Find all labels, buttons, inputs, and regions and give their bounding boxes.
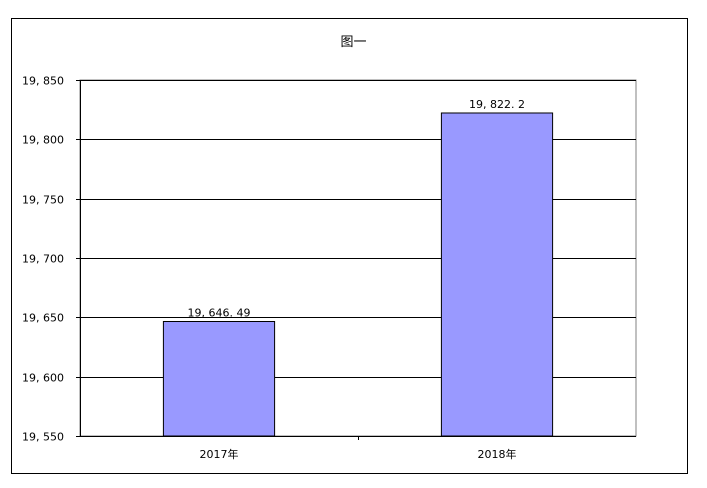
bar-2017年 bbox=[162, 320, 276, 437]
y-tick-label: 19, 750 bbox=[22, 194, 64, 207]
y-tick-label: 19, 800 bbox=[22, 134, 64, 147]
y-tick-label: 19, 600 bbox=[22, 372, 64, 385]
bar-2018年 bbox=[440, 112, 554, 437]
y-tick-label: 19, 650 bbox=[22, 312, 64, 325]
data-label: 19, 646. 49 bbox=[188, 306, 251, 319]
x-tick-label: 2018年 bbox=[478, 447, 517, 461]
chart-title: 图一 bbox=[340, 35, 367, 50]
y-tick-label: 19, 550 bbox=[22, 431, 64, 444]
y-tick-label: 19, 850 bbox=[22, 75, 64, 88]
data-label: 19, 822. 2 bbox=[469, 98, 525, 111]
y-tick-label: 19, 700 bbox=[22, 253, 64, 266]
x-tick-label: 2017年 bbox=[200, 447, 239, 461]
